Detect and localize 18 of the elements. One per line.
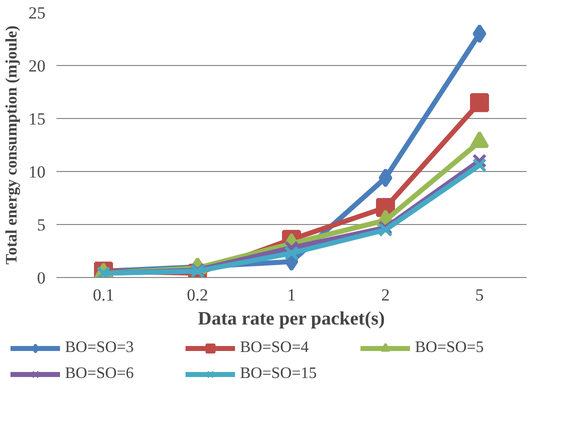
y-tick-label: 0 bbox=[37, 268, 46, 288]
x-tick-label: 5 bbox=[475, 286, 484, 304]
y-tick-label: 5 bbox=[37, 216, 46, 234]
x-tick-label: 1 bbox=[287, 286, 296, 304]
y-tick-label: 20 bbox=[28, 56, 46, 76]
legend-label: BO=SO=4 bbox=[240, 339, 310, 357]
legend-label: BO=SO=15 bbox=[240, 365, 318, 383]
x-tick-label: 0.2 bbox=[186, 286, 208, 304]
legend-label: BO=SO=3 bbox=[65, 339, 135, 357]
x-tick-label: 0.1 bbox=[92, 286, 114, 304]
x-tick-label: 2 bbox=[381, 286, 390, 304]
y-tick-label: 15 bbox=[28, 110, 46, 128]
y-axis-title: Total energy consumption (mjoule) bbox=[4, 26, 20, 264]
y-tick-label: 25 bbox=[28, 4, 46, 22]
legend-label: BO=SO=5 bbox=[415, 339, 485, 357]
y-tick-label: 10 bbox=[28, 162, 46, 182]
x-axis-title: Data rate per packet(s) bbox=[198, 308, 385, 330]
legend-label: BO=SO=6 bbox=[65, 365, 135, 383]
